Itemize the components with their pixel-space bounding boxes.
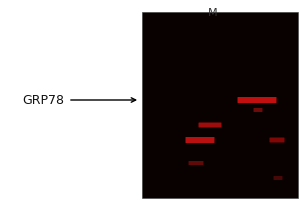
- Text: M: M: [208, 8, 218, 18]
- Text: GRP78: GRP78: [22, 94, 64, 106]
- FancyBboxPatch shape: [269, 138, 284, 142]
- Bar: [142, 12, 298, 198]
- FancyBboxPatch shape: [238, 97, 277, 103]
- FancyBboxPatch shape: [188, 161, 203, 165]
- Bar: [145, 15, 295, 195]
- FancyBboxPatch shape: [185, 137, 214, 143]
- Bar: [151, 21, 289, 189]
- FancyBboxPatch shape: [199, 122, 221, 128]
- FancyBboxPatch shape: [254, 108, 262, 112]
- Bar: [148, 18, 292, 192]
- FancyBboxPatch shape: [274, 176, 283, 180]
- Bar: [142, 12, 298, 198]
- Bar: [154, 24, 286, 186]
